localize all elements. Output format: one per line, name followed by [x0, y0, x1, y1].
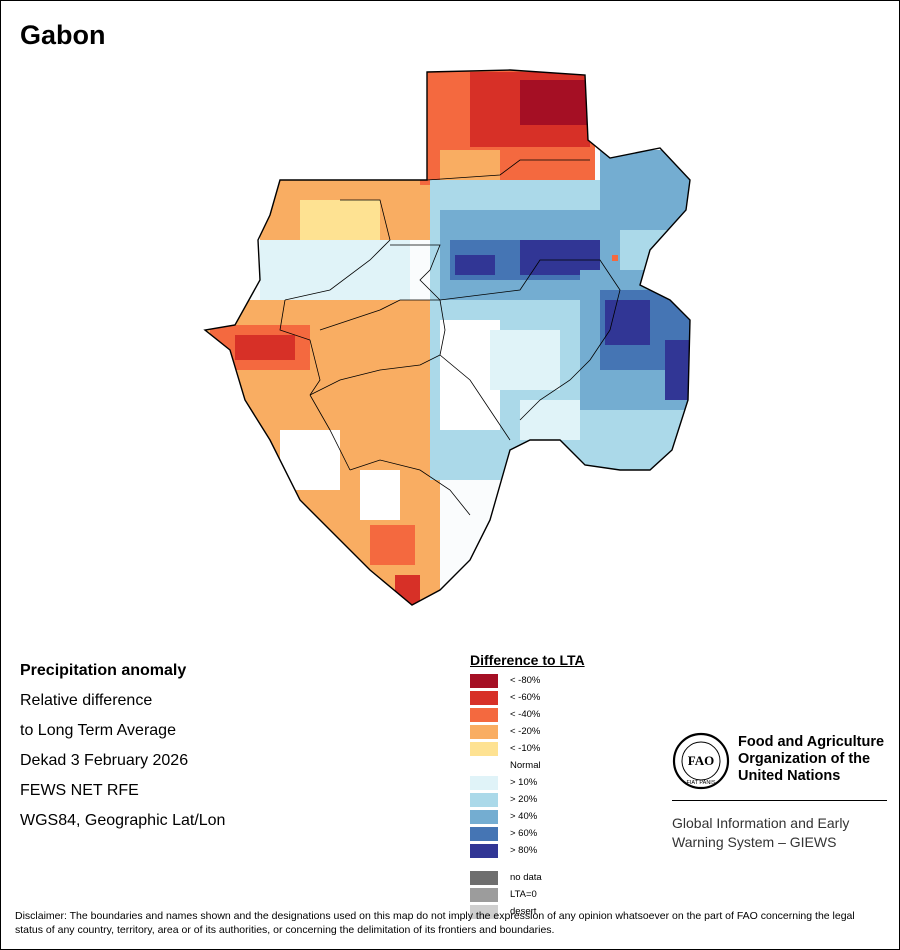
legend-class-row: > 20% — [470, 791, 650, 808]
province-boundaries — [279, 159, 621, 516]
info-line-5: FEWS NET RFE — [20, 782, 139, 799]
legend: Difference to LTA < -80% < -60% < -40% < -2… — [470, 652, 650, 920]
legend-class-swatch — [470, 792, 498, 807]
info-line-2: Relative difference — [20, 692, 153, 709]
legend-class-label: < -60% — [510, 692, 541, 703]
legend-class-swatch — [470, 707, 498, 722]
legend-class-label: > 10% — [510, 777, 538, 788]
legend-extra: no data LTA=0 desert — [470, 869, 650, 920]
info-line-6: WGS84, Geographic Lat/Lon — [20, 812, 226, 829]
map-info: Precipitation anomaly Relative differenc… — [20, 656, 225, 836]
country-outline — [203, 69, 691, 606]
legend-class-row: > 40% — [470, 808, 650, 825]
precipitation-anomaly-map — [203, 69, 691, 606]
legend-class-row: < -10% — [470, 740, 650, 757]
giews-name: Global Information and Early Warning Sys… — [672, 815, 850, 850]
fao-logo-icon: FAO FIAT PANIS — [672, 732, 730, 790]
legend-class-label: > 60% — [510, 828, 538, 839]
legend-extra-swatch — [470, 870, 498, 885]
legend-extra-row: no data — [470, 869, 650, 886]
legend-class-swatch — [470, 809, 498, 824]
legend-extra-row: desert — [470, 903, 650, 920]
legend-class-label: > 80% — [510, 845, 538, 856]
legend-class-swatch — [470, 843, 498, 858]
legend-class-row: > 60% — [470, 825, 650, 842]
legend-class-label: > 40% — [510, 811, 538, 822]
legend-class-swatch — [470, 759, 498, 773]
map-title: Gabon — [20, 20, 106, 50]
legend-class-row: < -60% — [470, 689, 650, 706]
legend-extra-label: no data — [510, 872, 542, 883]
info-line-1: Precipitation anomaly — [20, 662, 187, 679]
legend-class-swatch — [470, 741, 498, 756]
legend-class-swatch — [470, 826, 498, 841]
fao-name: Food and Agriculture Organization of the… — [738, 734, 885, 784]
legend-class-swatch — [470, 775, 498, 790]
legend-class-label: < -40% — [510, 709, 541, 720]
legend-class-swatch — [470, 724, 498, 739]
legend-extra-label: desert — [510, 906, 537, 917]
fao-logo-text: FAO — [688, 753, 714, 768]
legend-extra-swatch — [470, 887, 498, 902]
legend-class-label: Normal — [510, 760, 541, 771]
info-line-4: Dekad 3 February 2026 — [20, 752, 189, 769]
disclaimer: Disclaimer: The boundaries and names sho… — [15, 910, 855, 936]
info-line-3: to Long Term Average — [20, 722, 176, 739]
legend-class-row: < -40% — [470, 706, 650, 723]
legend-title: Difference to LTA — [470, 652, 585, 668]
legend-classes: < -80% < -60% < -40% < -20% < -10% Normal > 10… — [470, 672, 650, 859]
legend-class-label: < -80% — [510, 675, 541, 686]
legend-class-row: < -20% — [470, 723, 650, 740]
legend-class-label: < -20% — [510, 726, 541, 737]
legend-class-row: > 10% — [470, 774, 650, 791]
legend-extra-swatch — [470, 904, 498, 919]
legend-class-row: < -80% — [470, 672, 650, 689]
legend-class-swatch — [470, 690, 498, 705]
legend-extra-row: LTA=0 — [470, 886, 650, 903]
fao-logo-motto: FIAT PANIS — [686, 780, 715, 786]
anomaly-raster — [205, 70, 690, 605]
legend-class-label: < -10% — [510, 743, 541, 754]
legend-class-row: > 80% — [470, 842, 650, 859]
legend-class-label: > 20% — [510, 794, 538, 805]
legend-class-row: Normal — [470, 757, 650, 774]
legend-class-swatch — [470, 673, 498, 688]
legend-extra-label: LTA=0 — [510, 889, 537, 900]
fao-divider — [672, 800, 887, 801]
